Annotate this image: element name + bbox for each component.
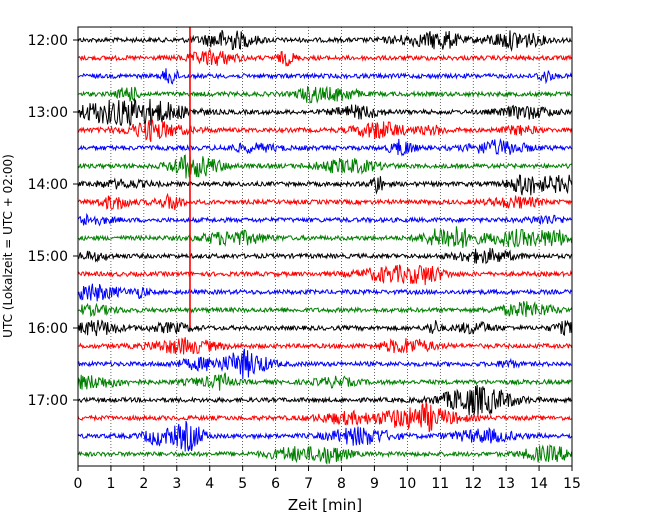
trace-1730 — [77, 420, 573, 452]
trace-1415 — [77, 192, 573, 211]
y-tick-label: 14:00 — [28, 177, 68, 193]
grid-lines — [110, 27, 540, 466]
x-tick-label: 8 — [337, 476, 346, 492]
x-tick-label: 4 — [205, 476, 214, 492]
y-axis-label: UTC (Lokalzeit = UTC + 02:00) — [1, 154, 15, 338]
x-tick-label: 3 — [172, 476, 181, 492]
plot-frame — [77, 26, 573, 467]
x-axis-label: Zeit [min] — [288, 496, 362, 514]
x-tick-label: 13 — [497, 476, 515, 492]
x-tick-label: 10 — [398, 476, 416, 492]
trace-1200 — [77, 29, 572, 52]
seismogram-traces — [77, 29, 573, 465]
trace-1445 — [77, 226, 573, 248]
trace-1330 — [77, 137, 573, 157]
y-tick-label: 12:00 — [28, 33, 68, 49]
trace-1615 — [77, 337, 573, 355]
trace-1715 — [77, 402, 572, 433]
x-tick-label: 0 — [74, 476, 83, 492]
trace-1500 — [77, 247, 573, 265]
y-tick-label: 17:00 — [28, 393, 68, 409]
trace-1300 — [77, 97, 573, 127]
x-tick-label: 6 — [271, 476, 280, 492]
trace-1515 — [77, 264, 573, 286]
x-tick-label: 5 — [238, 476, 247, 492]
y-tick-label: 13:00 — [28, 105, 68, 121]
x-tick-label: 12 — [464, 476, 482, 492]
trace-1600 — [77, 319, 573, 337]
trace-1215 — [77, 48, 573, 67]
y-tick-label: 16:00 — [28, 321, 68, 337]
trace-1545 — [77, 301, 573, 318]
trace-1530 — [77, 283, 573, 302]
trace-1230 — [77, 68, 573, 85]
x-tick-label: 14 — [530, 476, 548, 492]
trace-1645 — [77, 372, 572, 391]
x-tick-label: 9 — [370, 476, 379, 492]
x-tick-label: 2 — [139, 476, 148, 492]
trace-1630 — [77, 348, 572, 379]
x-tick-label: 7 — [304, 476, 313, 492]
y-axis: 12:00 13:00 14:00 15:00 16:00 17:00 — [28, 33, 78, 409]
x-axis: 0 1 2 3 4 5 6 7 8 9 10 11 12 13 14 15 — [74, 466, 581, 492]
x-tick-label: 11 — [431, 476, 449, 492]
trace-1245 — [77, 85, 572, 104]
trace-1400 — [77, 174, 573, 196]
trace-1315 — [77, 119, 573, 142]
trace-1700 — [77, 385, 573, 416]
x-tick-label: 15 — [563, 476, 581, 492]
trace-1430 — [77, 212, 572, 227]
trace-1345 — [77, 153, 572, 179]
y-tick-label: 15:00 — [28, 249, 68, 265]
x-tick-label: 1 — [106, 476, 115, 492]
trace-1745 — [77, 443, 573, 465]
